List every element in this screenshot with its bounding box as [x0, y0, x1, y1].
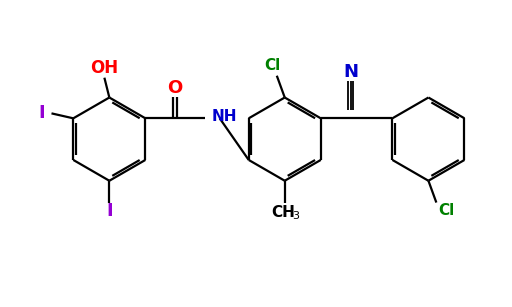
Text: I: I [106, 203, 113, 220]
Text: I: I [38, 104, 45, 122]
Text: Cl: Cl [438, 203, 454, 218]
Text: NH: NH [212, 109, 237, 124]
Text: 3: 3 [292, 212, 299, 221]
Text: OH: OH [90, 59, 118, 77]
Text: Cl: Cl [265, 58, 281, 73]
Text: N: N [343, 63, 358, 81]
Text: O: O [167, 79, 183, 97]
Text: CH: CH [271, 205, 295, 220]
